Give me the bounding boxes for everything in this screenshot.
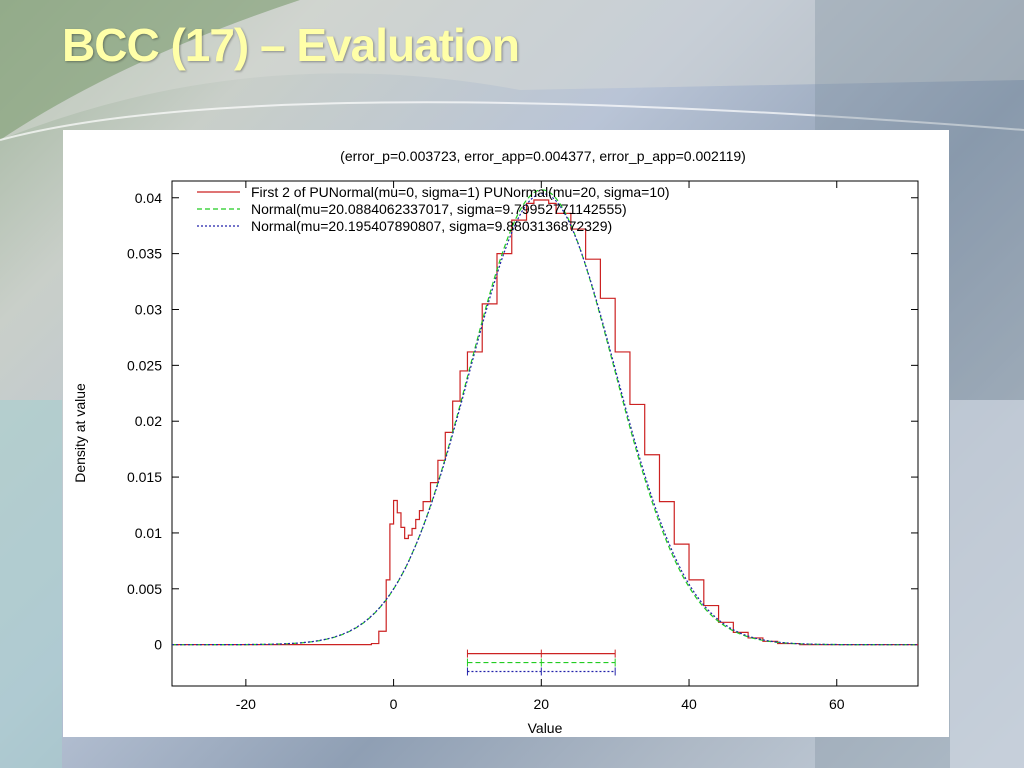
- y-tick-label: 0.015: [127, 469, 162, 485]
- y-tick-label: 0.02: [135, 413, 162, 429]
- x-tick-label: 40: [681, 696, 697, 712]
- legend-label-3: Normal(mu=20.195407890807, sigma=9.88031…: [251, 218, 612, 234]
- y-axis: 0 0.005 0.01 0.015 0.02 0.025 0.03 0.035 0.04: [127, 190, 918, 653]
- y-tick-label: 0.03: [135, 301, 162, 317]
- series-line-1: [172, 199, 918, 646]
- x-tick-label: 20: [534, 696, 550, 712]
- y-axis-label: Density at value: [72, 383, 88, 483]
- x-tick-label: 0: [390, 696, 398, 712]
- legend-label-1: First 2 of PUNormal(mu=0, sigma=1) PUNor…: [251, 184, 670, 200]
- x-axis-label: Value: [528, 720, 563, 736]
- series-line-2: [172, 189, 918, 646]
- y-tick-label: 0.005: [127, 581, 162, 597]
- intervals-layer: [466, 649, 616, 676]
- y-tick-label: 0.01: [135, 525, 162, 541]
- x-axis: -20 0 20 40 60: [236, 181, 845, 712]
- chart-panel: (error_p=0.003723, error_app=0.004377, e…: [63, 130, 949, 737]
- y-tick-label: 0.025: [127, 357, 162, 373]
- legend-label-2: Normal(mu=20.0884062337017, sigma=9.7995…: [251, 201, 627, 217]
- series-line-3: [172, 192, 918, 646]
- x-tick-label: 60: [829, 696, 845, 712]
- y-tick-label: 0.035: [127, 246, 162, 262]
- chart-title: (error_p=0.003723, error_app=0.004377, e…: [340, 148, 746, 164]
- x-tick-label: -20: [236, 696, 256, 712]
- legend: First 2 of PUNormal(mu=0, sigma=1) PUNor…: [197, 184, 670, 234]
- y-tick-label: 0: [154, 637, 162, 653]
- y-tick-label: 0.04: [135, 190, 162, 206]
- slide-title: BCC (17) – Evaluation: [62, 19, 520, 71]
- series-layer: [172, 189, 918, 646]
- plot-frame: [171, 180, 919, 687]
- density-chart: (error_p=0.003723, error_app=0.004377, e…: [72, 148, 919, 736]
